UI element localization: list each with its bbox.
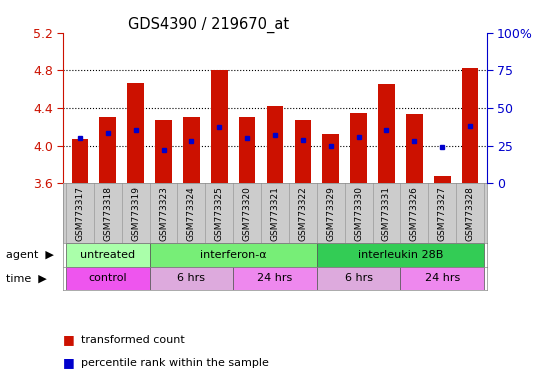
Bar: [322, 134, 339, 183]
Bar: [434, 175, 450, 183]
Bar: [317, 243, 484, 266]
Bar: [150, 266, 233, 290]
Text: GSM773326: GSM773326: [410, 186, 419, 241]
Text: GSM773330: GSM773330: [354, 186, 363, 241]
Text: GSM773317: GSM773317: [75, 186, 85, 241]
Bar: [350, 113, 367, 183]
Text: ■: ■: [63, 356, 79, 369]
Bar: [378, 84, 395, 183]
Text: percentile rank within the sample: percentile rank within the sample: [81, 358, 269, 368]
Text: 6 hrs: 6 hrs: [345, 273, 372, 283]
Text: GDS4390 / 219670_at: GDS4390 / 219670_at: [129, 17, 289, 33]
Text: ■: ■: [63, 333, 79, 346]
Text: time  ▶: time ▶: [6, 273, 46, 283]
Bar: [155, 120, 172, 183]
Text: interleukin 28B: interleukin 28B: [358, 250, 443, 260]
Text: agent  ▶: agent ▶: [6, 250, 53, 260]
Bar: [239, 118, 256, 183]
Text: 24 hrs: 24 hrs: [257, 273, 293, 283]
Bar: [128, 83, 144, 183]
Bar: [233, 266, 317, 290]
Text: GSM773319: GSM773319: [131, 186, 140, 241]
Text: GSM773328: GSM773328: [465, 186, 475, 241]
Text: GSM773327: GSM773327: [438, 186, 447, 241]
Text: 24 hrs: 24 hrs: [425, 273, 460, 283]
Bar: [183, 118, 200, 183]
Text: control: control: [89, 273, 127, 283]
Text: untreated: untreated: [80, 250, 135, 260]
Text: GSM773324: GSM773324: [187, 186, 196, 241]
Text: transformed count: transformed count: [81, 335, 185, 345]
Text: GSM773323: GSM773323: [159, 186, 168, 241]
Bar: [150, 243, 317, 266]
Text: GSM773329: GSM773329: [326, 186, 335, 241]
Text: GSM773320: GSM773320: [243, 186, 252, 241]
Bar: [406, 114, 422, 183]
Bar: [211, 70, 228, 183]
Bar: [267, 106, 283, 183]
Bar: [461, 68, 478, 183]
Text: 6 hrs: 6 hrs: [178, 273, 205, 283]
Text: GSM773325: GSM773325: [215, 186, 224, 241]
Bar: [294, 120, 311, 183]
Text: GSM773331: GSM773331: [382, 186, 391, 241]
Bar: [100, 118, 116, 183]
Bar: [317, 266, 400, 290]
Text: GSM773318: GSM773318: [103, 186, 112, 241]
Bar: [400, 266, 484, 290]
Text: GSM773321: GSM773321: [271, 186, 279, 241]
Bar: [66, 266, 150, 290]
Text: interferon-α: interferon-α: [200, 250, 267, 260]
Text: GSM773322: GSM773322: [298, 186, 307, 241]
Bar: [72, 139, 89, 183]
Bar: [66, 243, 150, 266]
